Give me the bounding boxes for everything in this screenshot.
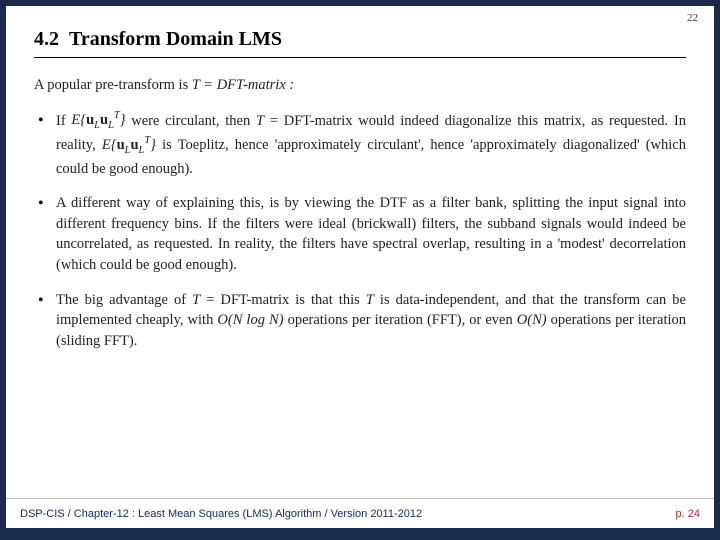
section-title-text: Transform Domain LMS xyxy=(69,28,282,50)
b3-O1: O(N log N) xyxy=(217,312,283,328)
b3-b: = DFT-matrix is that this xyxy=(200,292,366,308)
intro-pre: A popular pre-transform is xyxy=(34,77,192,93)
slide-paper: 22 4.2 Transform Domain LMS A popular pr… xyxy=(6,6,714,498)
intro-math: T = DFT-matrix : xyxy=(192,77,294,93)
section-number: 4.2 xyxy=(34,28,59,50)
b1-b: were circulant, then xyxy=(126,112,257,128)
footer-left: DSP-CIS / Chapter-12 : Least Mean Square… xyxy=(20,508,422,520)
section-title: 4.2 Transform Domain LMS xyxy=(34,28,686,51)
b3-a: The big advantage of xyxy=(56,292,192,308)
bullet-1: If E{uLuLT} were circulant, then T = DFT… xyxy=(38,110,686,180)
bullet-2: A different way of explaining this, is b… xyxy=(38,193,686,275)
corner-page-number: 22 xyxy=(687,12,698,24)
b3-d: operations per iteration (FFT), or even xyxy=(284,312,517,328)
b3-T1: T xyxy=(192,292,200,308)
b1-a: If xyxy=(56,112,71,128)
intro-line: A popular pre-transform is T = DFT-matri… xyxy=(34,76,686,96)
b1-T: T xyxy=(256,112,264,128)
bullet-list: If E{uLuLT} were circulant, then T = DFT… xyxy=(34,110,686,352)
footer-right: p. 24 xyxy=(676,508,700,520)
b3-T2: T xyxy=(366,292,374,308)
b1-expect2: E{uLuLT} xyxy=(102,137,156,153)
title-rule xyxy=(34,57,686,58)
footer-bar: DSP-CIS / Chapter-12 : Least Mean Square… xyxy=(6,498,714,528)
bullet-3: The big advantage of T = DFT-matrix is t… xyxy=(38,290,686,352)
b1-expect1: E{uLuLT} xyxy=(71,112,125,128)
slide-frame: 22 4.2 Transform Domain LMS A popular pr… xyxy=(0,0,720,540)
b3-O2: O(N) xyxy=(517,312,547,328)
